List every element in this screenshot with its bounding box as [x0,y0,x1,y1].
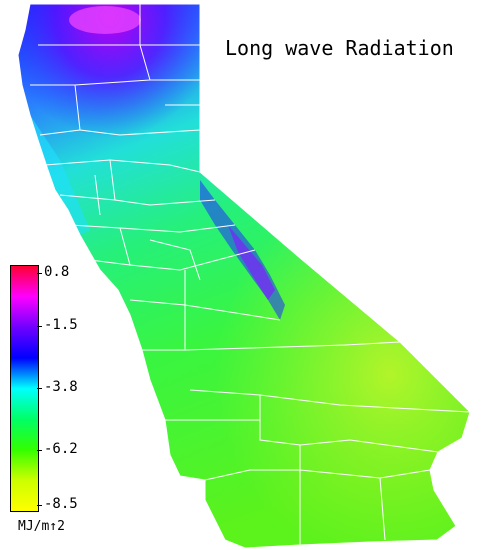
legend-tick-label: -1.5 [44,317,78,333]
legend-tickmark [37,388,42,389]
legend-colorbar [10,265,39,512]
legend-tickmark [37,450,42,451]
legend-tick-label: 0.8 [44,264,70,280]
legend-tick-label: -6.2 [44,441,78,457]
legend-tickmark [37,273,42,274]
legend-tick-label: -8.5 [44,496,78,512]
legend-unit: MJ/m↑2 [18,519,65,534]
map-title: Long wave Radiation [225,36,454,60]
legend-tick-label: -3.8 [44,379,78,395]
legend-tickmark [37,505,42,506]
legend-tickmark [37,326,42,327]
county-boundaries [17,3,471,549]
